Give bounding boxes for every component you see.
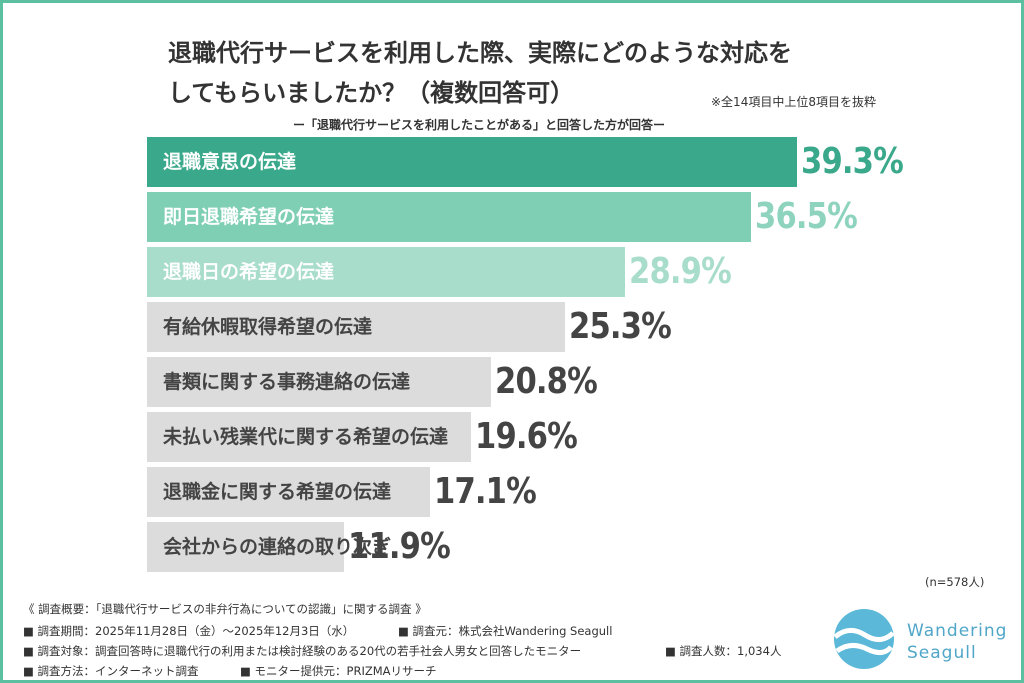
bar [147, 357, 492, 407]
bar [147, 247, 625, 297]
bar-label: 書類に関する事務連絡の伝達 [163, 371, 411, 393]
bar-label: 退職日の希望の伝達 [163, 261, 335, 283]
footer-text: 《 調査概要：「退職代行サービスの非弁行為についての認識」に関する調査 》 [23, 602, 427, 616]
bar [147, 192, 751, 242]
sample-size: (n=578人) [925, 575, 985, 589]
footer-text: ■ モニター提供元：PRIZMAリサーチ [240, 664, 437, 678]
bar [147, 137, 798, 187]
bar [147, 412, 472, 462]
bar [147, 467, 430, 517]
value-label: 11.9% [347, 526, 451, 567]
value-label: 28.9% [629, 251, 732, 292]
footer-text: ■ 調査対象：調査回答時に退職代行の利用または検討経験のある20代の若手社会人男… [23, 644, 582, 658]
chart-title: 退職代行サービスを利用した際、実際にどのような対応を [168, 39, 792, 67]
chart-title: してもらいましたか？（複数回答可） [168, 79, 575, 107]
bar-label: 即日退職希望の伝達 [163, 206, 335, 228]
bar-label: 退職金に関する希望の伝達 [163, 481, 392, 503]
value-label: 25.3% [569, 306, 672, 347]
footer-text: ■ 調査人数：1,034人 [665, 644, 782, 658]
value-label: 17.1% [433, 471, 537, 512]
value-label: 19.6% [475, 416, 578, 457]
bar-label: 未払い残業代に関する希望の伝達 [163, 426, 449, 448]
footer-text: ■ 調査期間：2025年11月28日（金）〜2025年12月3日（水） [23, 624, 355, 638]
logo-icon [833, 609, 895, 669]
bar [147, 522, 344, 572]
logo-text: Wandering [907, 621, 1008, 641]
bar-label: 退職意思の伝達 [163, 151, 297, 173]
note: ※全14項目中上位8項目を抜粋 [711, 95, 876, 109]
logo-text: Seagull [907, 643, 977, 663]
subtitle: ー「退職代行サービスを利用したことがある」と回答した方が回答ー [293, 118, 666, 132]
value-label: 36.5% [754, 196, 858, 237]
bar [147, 302, 566, 352]
value-label: 20.8% [495, 361, 598, 402]
footer-text: ■ 調査方法：インターネット調査 [23, 664, 199, 678]
footer-text: ■ 調査元：株式会社Wandering Seagull [398, 624, 613, 638]
bar-label: 有給休暇取得希望の伝達 [163, 316, 373, 338]
value-label: 39.3% [801, 141, 904, 182]
bar-label: 会社からの連絡の取り次ぎ [163, 536, 392, 558]
